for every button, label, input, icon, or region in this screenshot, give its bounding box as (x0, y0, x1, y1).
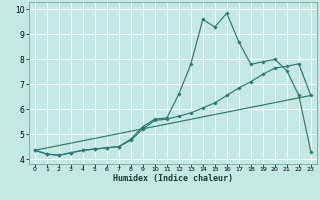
X-axis label: Humidex (Indice chaleur): Humidex (Indice chaleur) (113, 174, 233, 183)
